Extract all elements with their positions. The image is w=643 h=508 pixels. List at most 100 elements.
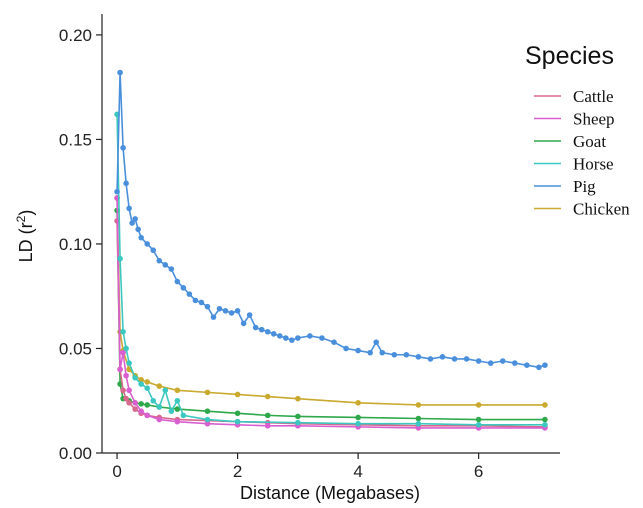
data-point-pig <box>246 312 253 318</box>
data-point-sheep <box>264 423 271 429</box>
data-point-pig <box>276 333 283 339</box>
data-point-pig <box>156 257 163 264</box>
data-point-pig <box>180 285 187 291</box>
data-point-goat <box>174 406 181 412</box>
data-point-pig <box>403 351 410 358</box>
data-point-horse <box>138 381 144 387</box>
data-point-sheep <box>126 387 132 394</box>
series-line-pig <box>116 71 546 369</box>
legend: Cattle Sheep Goat Horse Pig Chicken <box>534 87 630 219</box>
data-point-goat <box>475 416 482 423</box>
series-pig <box>114 69 548 371</box>
data-point-pig <box>427 356 434 362</box>
data-point-cattle <box>132 406 138 412</box>
data-point-pig <box>391 351 398 358</box>
data-point-horse <box>168 408 175 414</box>
data-point-pig <box>252 324 259 331</box>
y-axis-title-main: LD (r <box>16 222 36 262</box>
data-point-pig <box>264 328 271 335</box>
data-point-goat <box>355 414 361 421</box>
data-point-sheep <box>174 418 181 425</box>
data-point-pig <box>150 247 157 254</box>
data-point-chicken <box>542 402 548 408</box>
data-point-chicken <box>138 377 144 383</box>
data-point-horse <box>204 416 211 423</box>
data-point-pig <box>123 180 129 187</box>
data-point-horse <box>162 387 169 394</box>
data-point-pig <box>117 69 123 76</box>
series-chicken <box>114 195 548 408</box>
data-point-horse <box>174 397 181 404</box>
data-point-horse <box>180 412 187 419</box>
data-point-pig <box>439 354 446 360</box>
data-point-pig <box>512 360 518 366</box>
data-point-horse <box>295 419 301 426</box>
data-point-pig <box>295 335 301 341</box>
series-sheep <box>114 195 548 431</box>
legend-label-horse: Horse <box>573 155 614 174</box>
data-point-pig <box>174 278 181 285</box>
series-cattle <box>114 218 548 430</box>
data-point-pig <box>487 360 494 366</box>
data-point-pig <box>162 262 169 268</box>
y-axis-title-superscript: 2 <box>14 215 28 222</box>
y-axis-ticks: 0.00 0.05 0.10 0.15 0.20 <box>59 26 102 463</box>
data-point-pig <box>222 308 229 314</box>
data-point-goat <box>295 413 301 420</box>
data-point-pig <box>228 310 235 316</box>
data-point-sheep <box>123 372 129 379</box>
series-horse <box>114 111 548 428</box>
series-line-cattle <box>116 220 545 428</box>
data-point-sheep <box>117 366 123 373</box>
data-point-goat <box>204 408 211 414</box>
data-point-pig <box>379 349 386 356</box>
data-point-pig <box>475 358 482 364</box>
data-point-pig <box>319 335 325 341</box>
series-line-goat <box>116 210 545 421</box>
data-point-pig <box>343 345 349 352</box>
data-point-chicken <box>415 402 422 408</box>
data-point-sheep <box>156 416 163 423</box>
data-point-goat <box>264 412 271 419</box>
data-point-horse <box>144 385 150 391</box>
data-point-pig <box>415 354 422 360</box>
legend-label-chicken: Chicken <box>573 200 630 219</box>
legend-label-cattle: Cattle <box>573 87 614 106</box>
x-axis-ticks: 0 2 4 6 <box>112 453 483 481</box>
data-point-pig <box>524 362 530 369</box>
data-point-chicken <box>144 379 150 385</box>
x-tick-label: 0 <box>112 462 121 481</box>
data-point-chicken <box>234 391 241 398</box>
data-point-pig <box>270 331 277 337</box>
data-point-chicken <box>204 389 211 396</box>
legend-label-pig: Pig <box>573 177 596 196</box>
legend-title: Species <box>525 42 614 70</box>
data-point-pig <box>283 335 289 341</box>
y-tick-label: 0.15 <box>59 130 92 149</box>
data-point-chicken <box>264 393 271 400</box>
data-point-pig <box>144 241 150 247</box>
x-tick-label: 2 <box>233 462 242 481</box>
data-point-pig <box>138 234 144 241</box>
data-point-sheep <box>144 412 150 419</box>
data-point-pig <box>210 314 217 320</box>
data-point-horse <box>156 404 163 410</box>
data-point-sheep <box>415 425 422 431</box>
y-tick-label: 0.05 <box>59 339 92 358</box>
data-point-pig <box>240 320 247 327</box>
data-point-pig <box>114 188 120 195</box>
data-point-pig <box>355 347 361 354</box>
series-line-horse <box>116 114 545 426</box>
data-point-pig <box>451 356 458 362</box>
data-point-horse <box>132 374 138 381</box>
data-point-horse <box>542 421 548 428</box>
data-point-goat <box>234 410 241 417</box>
data-point-horse <box>120 328 126 335</box>
series-line-chicken <box>116 197 545 406</box>
data-point-chicken <box>355 400 361 406</box>
data-point-pig <box>204 303 211 310</box>
data-point-chicken <box>475 402 482 408</box>
data-point-horse <box>117 255 123 262</box>
data-point-pig <box>307 333 313 339</box>
data-point-pig <box>373 339 379 346</box>
